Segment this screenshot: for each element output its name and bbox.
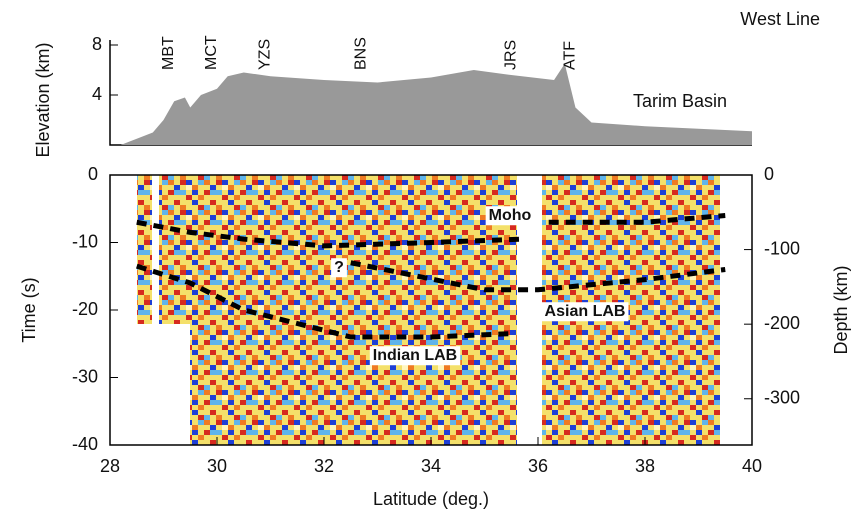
fault-label: BNS	[353, 37, 370, 70]
y2-tick-label: -300	[764, 388, 800, 408]
y2-tick-label: -100	[764, 238, 800, 258]
x-tick-label: 32	[314, 456, 334, 476]
label-box	[369, 346, 461, 366]
x-axis-label: Latitude (deg.)	[373, 489, 489, 509]
x-tick-label: 34	[421, 456, 441, 476]
x-tick-label: 28	[100, 456, 120, 476]
y-tick-label: -10	[72, 231, 98, 251]
y-tick-label: -20	[72, 299, 98, 319]
blank	[152, 175, 159, 445]
blank	[137, 324, 190, 445]
boundary-line	[135, 263, 512, 340]
chart-title: West Line	[740, 9, 820, 29]
y-tick-label: 4	[92, 84, 102, 104]
y-tick-label: 8	[92, 34, 102, 54]
boundary-line	[136, 213, 726, 249]
x-tick-label: 38	[635, 456, 655, 476]
label-box	[331, 258, 347, 278]
y-tick-label: -40	[72, 434, 98, 454]
series-label: Indian LAB	[373, 347, 457, 364]
x-tick-label: 40	[742, 456, 762, 476]
label-box	[485, 206, 535, 226]
y2-tick-label: 0	[764, 164, 774, 184]
blank	[720, 175, 752, 445]
series-label: Moho	[489, 207, 532, 224]
y2-tick-label: -200	[764, 313, 800, 333]
x-tick-label: 36	[528, 456, 548, 476]
rf-image	[137, 175, 720, 445]
x-tick-label: 30	[207, 456, 227, 476]
fault-label: MBT	[160, 36, 177, 70]
fault-label: MCT	[203, 35, 220, 70]
fault-label: YZS	[256, 39, 273, 70]
y-tick-label: 0	[88, 164, 98, 184]
region-label: Tarim Basin	[633, 91, 727, 111]
boundary-line	[350, 260, 726, 293]
elevation-area	[120, 63, 752, 145]
y2-axis-label: Depth (km)	[831, 265, 851, 354]
fault-label: JRS	[502, 40, 519, 70]
y-axis-label: Elevation (km)	[33, 42, 53, 157]
fault-label: ATF	[561, 41, 578, 70]
y-tick-label: -30	[72, 366, 98, 386]
label-box	[541, 302, 629, 322]
y-axis-label: Time (s)	[19, 277, 39, 342]
question-mark: ?	[334, 259, 344, 276]
series-label: Asian LAB	[545, 303, 626, 320]
